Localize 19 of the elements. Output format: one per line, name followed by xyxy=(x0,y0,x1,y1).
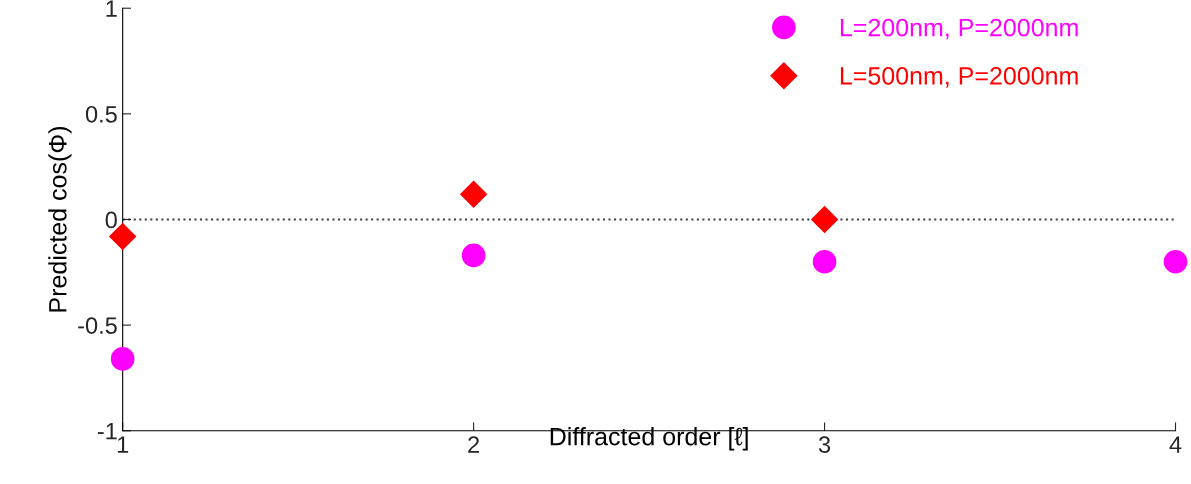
y-tick-label: -0.5 xyxy=(78,317,117,334)
y-tick-label: 1 xyxy=(106,0,117,17)
y-tick-label: 0.5 xyxy=(85,105,117,123)
point xyxy=(1163,249,1188,274)
legend-label: L=500nm, P=2000nm xyxy=(840,67,1078,88)
x-tick-label: 3 xyxy=(818,436,831,453)
x-axis-title: Diffracted order [ℓ] xyxy=(550,427,748,451)
x-tick-label: 2 xyxy=(468,436,479,453)
y-tick-label: -1 xyxy=(97,423,117,440)
x-tick-label: 4 xyxy=(1169,436,1182,453)
y-tick-label: 0 xyxy=(105,211,117,229)
y-axis-title: Predicted cos(Φ) xyxy=(48,127,72,312)
point xyxy=(460,180,488,208)
x-tick-label: 1 xyxy=(117,436,129,453)
point xyxy=(110,347,135,371)
legend-label: L=200nm, P=2000nm xyxy=(840,18,1078,40)
point xyxy=(812,249,837,274)
point xyxy=(811,206,839,233)
point xyxy=(461,243,486,268)
